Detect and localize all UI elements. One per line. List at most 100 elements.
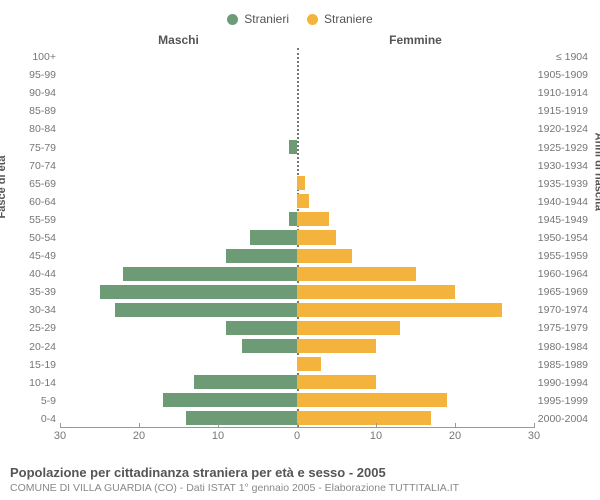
x-tick-label: 30: [54, 430, 66, 442]
pyramid-row: [60, 84, 534, 102]
ylabel-birth: 1915-1919: [536, 106, 588, 117]
bar-female: [297, 393, 447, 407]
ylabel-age: 15-19: [10, 360, 56, 371]
pyramid-row: [60, 283, 534, 301]
y-labels-birth: ≤ 1904 1905-1909 1910-1914 1915-1919 1920-19…: [536, 48, 588, 428]
ylabel-age: 25-29: [10, 323, 56, 334]
ylabel-age: 75-79: [10, 143, 56, 154]
y-labels-age: 100+ 95-99 90-94 85-89 80-84 75-79 70-74 65-69 6…: [10, 48, 56, 428]
bar-female: [297, 267, 416, 281]
population-pyramid-chart: Stranieri Straniere Maschi Femmine Fasce…: [0, 0, 600, 500]
ylabel-age: 10-14: [10, 378, 56, 389]
bar-male: [289, 140, 297, 154]
ylabel-age: 30-34: [10, 305, 56, 316]
x-axis: 3020100102030: [60, 428, 534, 446]
pyramid-row: [60, 192, 534, 210]
bar-male: [123, 267, 297, 281]
pyramid-row: [60, 391, 534, 409]
pyramid-row: [60, 48, 534, 66]
bar-male: [186, 411, 297, 425]
bar-female: [297, 357, 321, 371]
ylabel-birth: 1985-1989: [536, 360, 588, 371]
x-tick-label: 30: [528, 430, 540, 442]
ylabel-age: 95-99: [10, 70, 56, 81]
ylabel-birth: 1960-1964: [536, 269, 588, 280]
swatch-female: [307, 14, 318, 25]
bar-male: [100, 285, 298, 299]
ylabel-birth: 1995-1999: [536, 396, 588, 407]
ylabel-birth: 1970-1974: [536, 305, 588, 316]
ylabel-birth: 1980-1984: [536, 342, 588, 353]
ylabel-birth: 2000-2004: [536, 414, 588, 425]
legend-item-male: Stranieri: [227, 12, 289, 26]
ylabel-birth: ≤ 1904: [536, 52, 588, 63]
ylabel-birth: 1905-1909: [536, 70, 588, 81]
bar-female: [297, 285, 455, 299]
pyramid-row: [60, 247, 534, 265]
bar-male: [289, 212, 297, 226]
ylabel-age: 85-89: [10, 106, 56, 117]
pyramid-row: [60, 156, 534, 174]
column-headers: Maschi Femmine: [60, 33, 534, 47]
bar-female: [297, 339, 376, 353]
ylabel-age: 60-64: [10, 197, 56, 208]
pyramid-row: [60, 265, 534, 283]
x-tick-label: 20: [449, 430, 461, 442]
legend-item-female: Straniere: [307, 12, 373, 26]
bar-male: [226, 249, 297, 263]
bar-female: [297, 176, 305, 190]
pyramid-row: [60, 355, 534, 373]
ylabel-birth: 1935-1939: [536, 179, 588, 190]
ylabel-birth: 1990-1994: [536, 378, 588, 389]
bar-female: [297, 303, 502, 317]
x-tick-mark: [534, 423, 535, 428]
x-tick-label: 10: [370, 430, 382, 442]
swatch-male: [227, 14, 238, 25]
ylabel-birth: 1945-1949: [536, 215, 588, 226]
ylabel-birth: 1925-1929: [536, 143, 588, 154]
legend-label-female: Straniere: [324, 12, 373, 26]
footer-subtitle: COMUNE DI VILLA GUARDIA (CO) - Dati ISTA…: [10, 482, 590, 494]
footer-title: Popolazione per cittadinanza straniera p…: [10, 465, 590, 480]
ylabel-birth: 1920-1924: [536, 124, 588, 135]
pyramid-row: [60, 66, 534, 84]
pyramid-row: [60, 210, 534, 228]
ylabel-birth: 1940-1944: [536, 197, 588, 208]
pyramid-row: [60, 138, 534, 156]
bar-male: [115, 303, 297, 317]
bar-male: [194, 375, 297, 389]
pyramid-row: [60, 228, 534, 246]
ylabel-birth: 1965-1969: [536, 287, 588, 298]
legend: Stranieri Straniere: [10, 8, 590, 30]
bar-female: [297, 375, 376, 389]
y-axis-title-right: Anni di nascita: [592, 133, 600, 211]
ylabel-birth: 1975-1979: [536, 323, 588, 334]
x-tick-label: 20: [133, 430, 145, 442]
pyramid-row: [60, 120, 534, 138]
ylabel-age: 20-24: [10, 342, 56, 353]
ylabel-birth: 1910-1914: [536, 88, 588, 99]
header-female: Femmine: [297, 33, 534, 47]
pyramid-row: [60, 373, 534, 391]
bar-male: [242, 339, 297, 353]
legend-label-male: Stranieri: [244, 12, 289, 26]
pyramid-row: [60, 102, 534, 120]
ylabel-birth: 1950-1954: [536, 233, 588, 244]
ylabel-age: 50-54: [10, 233, 56, 244]
ylabel-age: 80-84: [10, 124, 56, 135]
ylabel-age: 65-69: [10, 179, 56, 190]
y-axis-title-left: Fasce di età: [0, 156, 8, 219]
pyramid-row: [60, 174, 534, 192]
ylabel-age: 0-4: [10, 414, 56, 425]
ylabel-age: 40-44: [10, 269, 56, 280]
x-tick-label: 0: [294, 430, 300, 442]
bar-female: [297, 212, 329, 226]
ylabel-age: 90-94: [10, 88, 56, 99]
header-male: Maschi: [60, 33, 297, 47]
ylabel-age: 70-74: [10, 161, 56, 172]
ylabel-age: 45-49: [10, 251, 56, 262]
ylabel-age: 100+: [10, 52, 56, 63]
bar-female: [297, 249, 352, 263]
ylabel-birth: 1955-1959: [536, 251, 588, 262]
pyramid-row: [60, 319, 534, 337]
